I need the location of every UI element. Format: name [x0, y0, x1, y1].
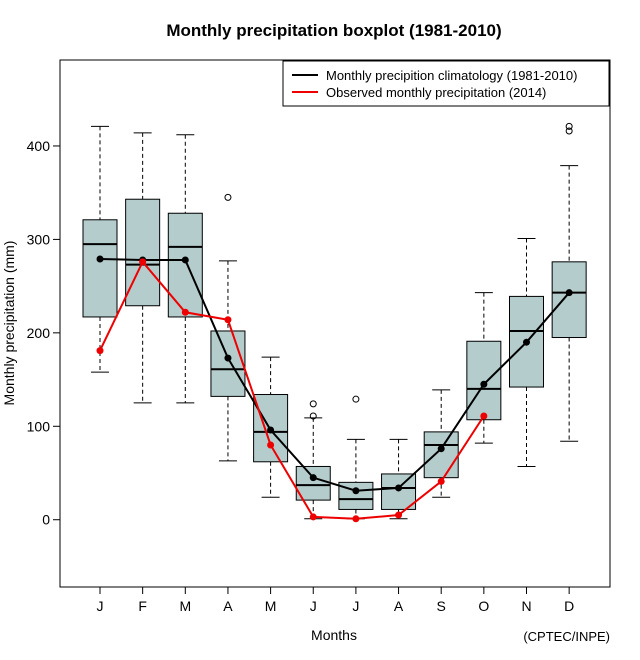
y-axis-label: Monthly precipitation (mm) [1, 241, 17, 406]
series-point [523, 338, 530, 346]
legend-label-observed: Observed monthly precipitation (2014) [326, 85, 546, 100]
box-11 [551, 122, 587, 442]
series-point [181, 256, 189, 264]
x-tick-label: D [564, 598, 574, 614]
series-point [352, 515, 360, 523]
x-tick-label: J [310, 598, 317, 614]
x-tick-label: N [521, 598, 531, 614]
outlier-point [224, 193, 232, 201]
y-tick-label: 400 [27, 138, 51, 154]
y-tick-label: 100 [27, 418, 51, 434]
box-body [210, 330, 246, 397]
box-body [423, 431, 459, 479]
box-3 [210, 193, 246, 462]
boxes [82, 122, 587, 520]
box-body [167, 212, 203, 318]
credit-text: (CPTEC/INPE) [523, 629, 610, 644]
series-point [395, 484, 403, 492]
x-tick-label: J [97, 598, 104, 614]
box-0 [82, 125, 118, 373]
box-body [381, 473, 417, 510]
box-2 [167, 134, 203, 404]
series-1 [96, 258, 488, 523]
box-body [466, 340, 502, 421]
legend-box [282, 60, 610, 107]
box-1 [125, 132, 161, 404]
x-tick-label: A [223, 598, 233, 614]
series-point [437, 477, 445, 485]
series-point [96, 255, 104, 263]
series-point [267, 441, 275, 449]
box-body [82, 219, 118, 318]
outlier-point [565, 122, 573, 130]
box-6 [338, 395, 374, 520]
outlier-point [309, 412, 317, 420]
series-line [99, 258, 570, 492]
x-tick-label: O [478, 598, 489, 614]
x-tick-label: S [437, 598, 446, 614]
x-axis-label: Months [311, 627, 357, 643]
y-axis: 0 100 200 300 400 [27, 138, 61, 528]
box-body [551, 261, 587, 339]
series-point [139, 258, 147, 266]
series-point [309, 474, 317, 482]
outlier-point [565, 127, 573, 135]
legend-label-climatology: Monthly precipition climatology (1981-20… [326, 68, 577, 83]
series-point [480, 412, 488, 420]
series-point [96, 347, 104, 355]
series-0 [96, 255, 573, 495]
series-point [352, 487, 360, 495]
chart-title: Monthly precipitation boxplot (1981-2010… [166, 21, 501, 40]
box-10 [509, 237, 544, 467]
outlier-point [309, 400, 317, 408]
series-point [181, 308, 189, 316]
series-lines [96, 255, 573, 523]
box-body [295, 465, 331, 501]
series-point [480, 380, 488, 388]
series-point [224, 316, 232, 324]
x-tick-label: M [265, 598, 277, 614]
x-tick-label: M [179, 598, 191, 614]
box-5 [295, 400, 331, 520]
series-point [437, 445, 445, 453]
outlier-point [352, 395, 360, 403]
box-8 [423, 389, 459, 498]
series-line [99, 260, 485, 520]
box-9 [466, 292, 502, 444]
y-tick-label: 0 [42, 512, 50, 528]
x-tick-label: J [352, 598, 359, 614]
box-body [125, 198, 161, 307]
series-point [267, 426, 275, 434]
x-tick-label: A [394, 598, 404, 614]
legend: Monthly precipition climatology (1981-20… [282, 60, 610, 107]
y-tick-label: 300 [27, 231, 51, 247]
series-point [565, 289, 573, 297]
series-point [224, 354, 232, 362]
series-point [309, 513, 317, 521]
y-tick-label: 200 [27, 325, 51, 341]
series-point [395, 511, 403, 519]
x-tick-label: F [138, 598, 147, 614]
